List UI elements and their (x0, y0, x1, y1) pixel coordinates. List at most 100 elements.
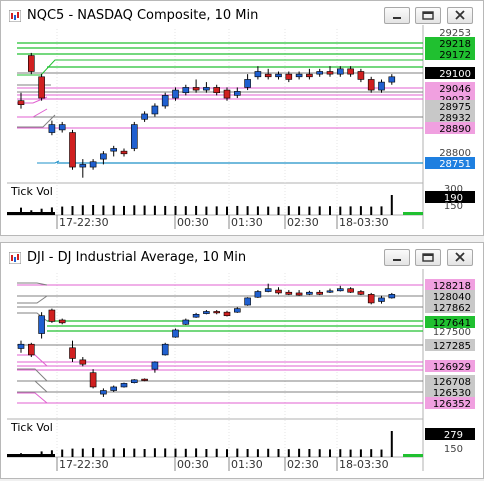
title-bar[interactable]: DJI - DJ Industrial Average, 10 Min (1, 243, 483, 273)
candle-body (234, 308, 241, 313)
candle-body (285, 291, 293, 295)
candle-body (79, 164, 87, 168)
price-label: 29253 (439, 28, 471, 39)
volume-value: 190 (444, 193, 463, 204)
candle-body (131, 379, 138, 383)
candle-body (254, 71, 262, 78)
price-label: 28751 (439, 159, 471, 170)
price-label: 29100 (439, 69, 471, 80)
close-button[interactable] (447, 7, 473, 24)
close-icon (455, 252, 465, 262)
candle-body (38, 76, 45, 99)
candle-body (213, 87, 220, 94)
minimize-button[interactable] (384, 7, 410, 24)
minimize-button[interactable] (384, 249, 410, 266)
candle-body (275, 73, 282, 78)
time-axis-label: 02:30 (287, 458, 319, 471)
candle-body (100, 153, 107, 160)
candle-body (27, 55, 35, 72)
candle-body (151, 105, 159, 115)
candlestick-chart[interactable]: Tick Vol 17-22:30 00:30 01:30 02:30 18-03:30 1… (7, 269, 478, 476)
candle-body (264, 288, 272, 292)
candle-body (244, 297, 251, 306)
price-label: 28975 (439, 102, 471, 113)
price-label-badge (425, 316, 475, 328)
price-label-badge (425, 375, 475, 387)
price-label-badge (425, 37, 475, 49)
price-label: 126530 (433, 388, 471, 399)
price-label: 29046 (439, 84, 471, 95)
price-label-badge (425, 67, 475, 79)
volume-current-mark (403, 454, 423, 457)
candle-body (275, 289, 282, 294)
candle-body (141, 113, 148, 120)
candle-body (347, 288, 354, 293)
price-label: 29218 (439, 39, 471, 50)
chart-app-icon (9, 252, 21, 264)
volume-value-badge (425, 191, 475, 203)
time-axis-label: 18-03:30 (339, 216, 389, 229)
time-axis-label: 00:30 (177, 458, 209, 471)
candle-body (69, 347, 76, 359)
volume-label: Tick Vol (10, 421, 53, 434)
maximize-button[interactable] (415, 7, 441, 24)
volume-value-badge (425, 428, 475, 440)
candle-body (100, 390, 107, 395)
price-label: 127285 (433, 341, 471, 352)
chart-window-dji: DJI - DJ Industrial Average, 10 Min Tick… (0, 242, 484, 479)
candle-body (172, 89, 179, 99)
price-label: 128218 (433, 281, 471, 292)
candle-body (336, 288, 344, 292)
candlestick-chart[interactable]: Tick Vol 17-22:30 00:30 01:30 02:30 18-03:30 2… (7, 25, 478, 233)
indicator-line (17, 114, 56, 128)
maximize-icon (422, 11, 434, 20)
chart-app-icon (9, 10, 21, 22)
indicator-line (17, 59, 423, 76)
candle-body (79, 359, 87, 365)
volume-value: 279 (444, 430, 463, 441)
candle-body (367, 79, 375, 91)
candle-body (203, 311, 210, 314)
minimize-icon (393, 17, 401, 19)
time-axis-label: 00:30 (177, 216, 209, 229)
candle-body (58, 124, 66, 131)
candle-body (110, 386, 117, 391)
candle-body (48, 309, 56, 322)
candle-body (58, 319, 66, 324)
candle-body (17, 343, 25, 349)
volume-current-mark (403, 212, 423, 215)
price-label-badge (425, 397, 475, 409)
candle-body (367, 294, 375, 304)
candle-body (172, 329, 179, 338)
volume-baseline-mark (7, 212, 55, 215)
volume-value: 300 (444, 184, 463, 195)
candle-body (306, 291, 313, 295)
indicator-line (17, 354, 48, 367)
candle-body (27, 343, 35, 356)
close-button[interactable] (447, 249, 473, 266)
price-label-badge (425, 122, 475, 134)
chart-window-nqc5: NQC5 - NASDAQ Composite, 10 Min Tick Vol… (0, 0, 484, 236)
time-axis-label: 17-22:30 (59, 216, 109, 229)
indicator-line (17, 368, 48, 382)
close-icon (455, 10, 465, 20)
indicator-line (17, 380, 48, 393)
price-label-badge (425, 82, 475, 94)
candle-body (89, 161, 97, 168)
price-label: 28890 (439, 124, 471, 135)
time-axis-label: 01:30 (231, 216, 263, 229)
price-label: 128040 (433, 292, 471, 303)
candle-body (264, 73, 272, 78)
indicator-line (17, 295, 48, 304)
candle-body (234, 91, 241, 96)
candle-body (388, 294, 396, 299)
indicator-line (37, 160, 60, 164)
candle-body (131, 124, 138, 149)
candle-body (316, 71, 324, 75)
candle-body (69, 132, 76, 168)
time-axis-label: 02:30 (287, 216, 319, 229)
maximize-button[interactable] (415, 249, 441, 266)
window-title: DJI - DJ Industrial Average, 10 Min (27, 250, 247, 265)
candle-body (306, 73, 313, 78)
candle-body (17, 100, 25, 105)
